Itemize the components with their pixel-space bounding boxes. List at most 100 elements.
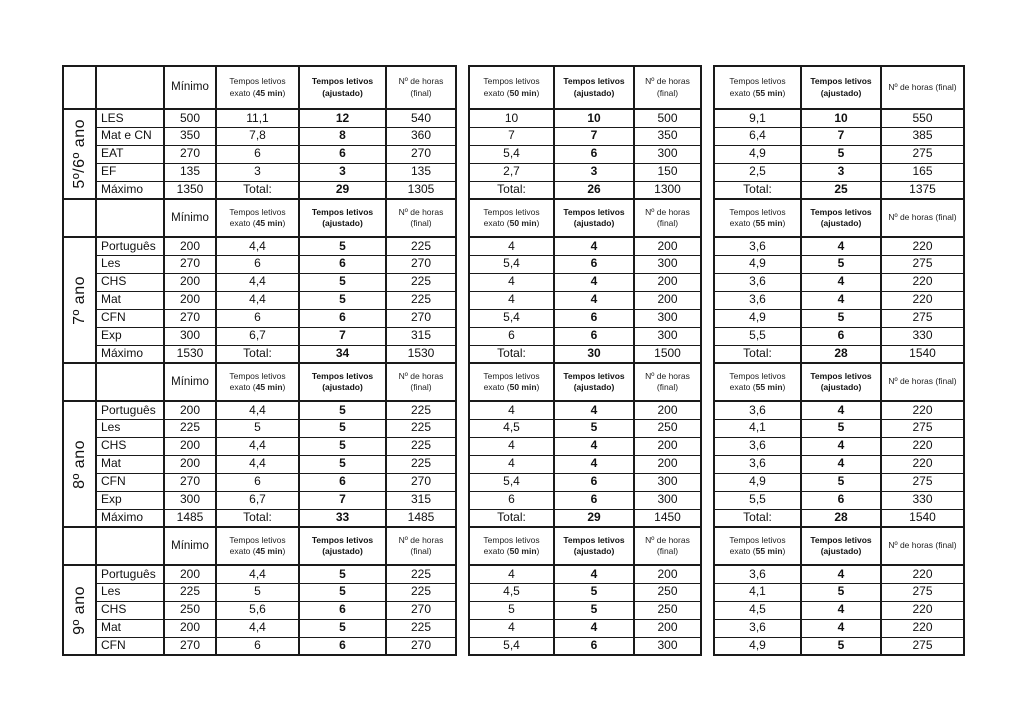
exato-cell: 3,6 (713, 400, 802, 420)
horas-cell: 220 (880, 600, 965, 620)
total-row: Total: 26 1300 (468, 180, 702, 200)
horas-cell: 225 (385, 272, 457, 292)
exato-cell: 6 (215, 254, 300, 274)
horas-cell: 200 (633, 436, 702, 456)
horas-cell: 270 (385, 144, 457, 164)
exato-cell: 6 (215, 308, 300, 328)
ajustado-header: Tempos letivos (ajustado) (298, 362, 387, 402)
exato-cell: 6,7 (215, 490, 300, 510)
minimo-cell: 270 (163, 254, 217, 274)
minimo-cell: 200 (163, 272, 217, 292)
table-50min: Tempos letivos exato (50 min) Tempos leti… (468, 65, 702, 656)
ajustado-cell: 3 (298, 162, 387, 182)
ajustado-cell: 5 (553, 600, 635, 620)
subject-cell: Exp (95, 490, 165, 510)
ajustado-cell: 5 (800, 308, 882, 328)
exato-header-close: ) (282, 87, 286, 98)
ajustado-cell: 3 (800, 162, 882, 182)
year-label: 7º ano (70, 275, 88, 325)
minimo-cell: 300 (163, 490, 217, 510)
exato-cell: 4 (468, 436, 555, 456)
exato-header-text: Tempos letivos exato ( (229, 370, 286, 392)
exato-cell: 6,7 (215, 326, 300, 346)
horas-header: Nº de horas (final) (633, 362, 702, 402)
header-row: Tempos letivos exato (55 min) Tempos leti… (713, 65, 965, 110)
horas-cell: 225 (385, 418, 457, 438)
horas-cell: 200 (633, 290, 702, 310)
table-row: 4 4 200 (468, 564, 702, 584)
exato-cell: 5,4 (468, 472, 555, 492)
exato-header-close: ) (536, 382, 540, 392)
horas-cell: 270 (385, 472, 457, 492)
exato-cell: 2,5 (713, 162, 802, 182)
year-label-cell: 8º ano (62, 400, 97, 528)
ajustado-cell: 4 (800, 236, 882, 256)
minimo-header: Mínimo (163, 198, 217, 238)
exato-cell: 4,4 (215, 272, 300, 292)
total-row: Máximo 1485 Total: 33 1485 (63, 508, 457, 528)
minimo-header: Mínimo (163, 362, 217, 402)
exato-cell: 5 (468, 600, 555, 620)
exato-header-text: Tempos letivos exato ( (229, 534, 286, 556)
exato-cell: 6 (215, 144, 300, 164)
horas-cell: 220 (880, 436, 965, 456)
table-row: Les 270 6 6 270 (63, 254, 457, 274)
table-row: CHS 250 5,6 6 270 (63, 600, 457, 620)
subject-cell: EF (95, 162, 165, 182)
exato-cell: 3,6 (713, 272, 802, 292)
subject-cell: Mat (95, 290, 165, 310)
exato-header-minutes: 50 min (509, 218, 537, 228)
exato-header: Tempos letivos exato (45 min) (215, 362, 300, 402)
horas-cell: 300 (633, 326, 702, 346)
exato-cell: 3,6 (713, 618, 802, 638)
ajustado-cell: 4 (553, 236, 635, 256)
exato-header-text: Tempos letivos exato ( (483, 370, 540, 392)
year-label-cell: 5º/6º ano (62, 108, 97, 200)
table-row: 5,4 6 300 (468, 472, 702, 492)
ajustado-cell: 5 (553, 582, 635, 602)
ajustado-header: Tempos letivos (ajustado) (800, 198, 882, 238)
minimo-cell: 200 (163, 618, 217, 638)
horas-cell: 225 (385, 236, 457, 256)
table-row: EF 135 3 3 135 (63, 162, 457, 182)
horas-cell: 300 (633, 490, 702, 510)
table-row: 5,5 6 330 (713, 490, 965, 510)
table-row: 6 6 300 (468, 490, 702, 510)
ajustado-header: Tempos letivos (ajustado) (298, 526, 387, 566)
horas-cell: 165 (880, 162, 965, 182)
ajustado-cell: 5 (800, 254, 882, 274)
ajustado-cell: 30 (553, 344, 635, 364)
exato-header-text: Tempos letivos exato ( (229, 76, 286, 98)
exato-cell: 4,4 (215, 618, 300, 638)
ajustado-cell: 6 (298, 472, 387, 492)
ajustado-cell: 4 (800, 618, 882, 638)
horas-cell: 200 (633, 618, 702, 638)
exato-cell: 5,4 (468, 144, 555, 164)
exato-cell: Total: (468, 508, 555, 528)
ajustado-cell: 5 (298, 582, 387, 602)
year-label: 8º ano (70, 439, 88, 489)
minimo-cell: 200 (163, 564, 217, 584)
horas-cell: 225 (385, 582, 457, 602)
header-row: Tempos letivos exato (50 min) Tempos leti… (468, 526, 702, 566)
horas-cell: 250 (633, 600, 702, 620)
ajustado-cell: 4 (800, 454, 882, 474)
exato-header-text: Tempos letivos exato ( (483, 206, 540, 228)
table-row: 6,4 7 385 (713, 126, 965, 146)
ajustado-cell: 7 (298, 326, 387, 346)
horas-cell: 350 (633, 126, 702, 146)
minimo-cell: 270 (163, 308, 217, 328)
ajustado-cell: 5 (298, 400, 387, 420)
horas-cell: 385 (880, 126, 965, 146)
table-row: 5,4 6 300 (468, 254, 702, 274)
horas-cell: 225 (385, 564, 457, 584)
ajustado-header: Tempos letivos (ajustado) (553, 198, 635, 238)
table-row: Exp 300 6,7 7 315 (63, 326, 457, 346)
ajustado-cell: 5 (800, 144, 882, 164)
exato-header-minutes: 45 min (255, 546, 283, 556)
ajustado-cell: 3 (553, 162, 635, 182)
header-row: Tempos letivos exato (55 min) Tempos leti… (713, 198, 965, 238)
ajustado-cell: 6 (553, 326, 635, 346)
horas-cell: 250 (633, 582, 702, 602)
year-spacer-cell (62, 526, 97, 566)
